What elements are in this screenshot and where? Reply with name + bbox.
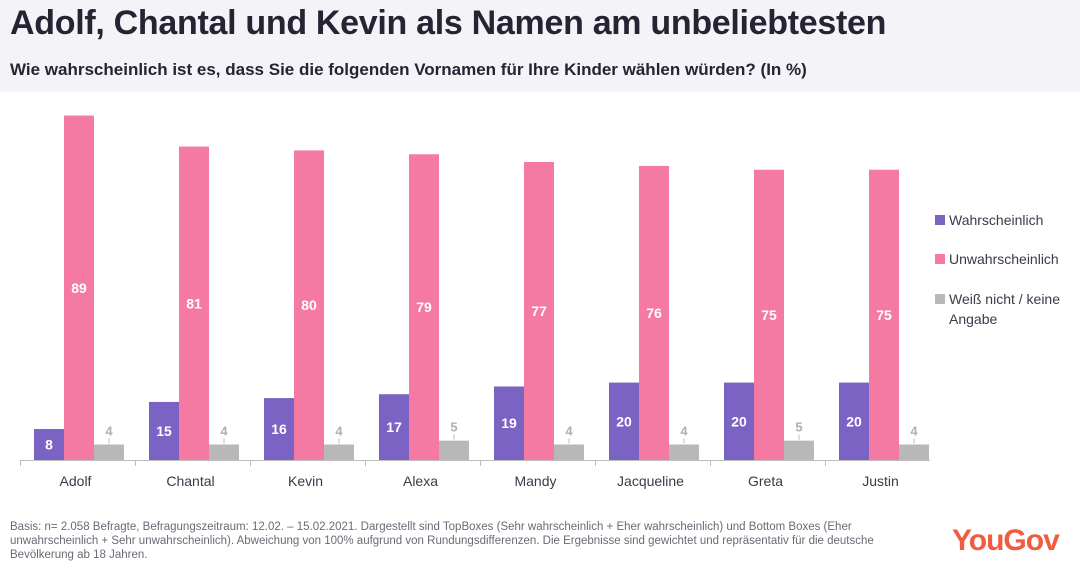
- data-label-weiss-nicht: 4: [910, 424, 918, 439]
- data-label-weiss-nicht: 5: [795, 420, 802, 435]
- legend-label: Wahrscheinlich: [949, 212, 1044, 228]
- data-label-unwahrscheinlich: 79: [416, 299, 432, 315]
- data-label-wahrscheinlich: 20: [731, 413, 747, 429]
- data-label-wahrscheinlich: 20: [846, 413, 862, 429]
- bar-wahrscheinlich-chantal: [149, 401, 179, 460]
- bar-wahrscheinlich-kevin: [264, 398, 294, 460]
- x-tick-label-jacqueline: Jacqueline: [617, 473, 684, 489]
- bar-wahrscheinlich-mandy: [494, 386, 524, 460]
- data-label-unwahrscheinlich: 76: [646, 305, 662, 321]
- bar-unwahrscheinlich-alexa: [409, 154, 439, 460]
- chart-title: Adolf, Chantal und Kevin als Namen am un…: [10, 4, 887, 42]
- bar-wahrscheinlich-greta: [724, 382, 754, 460]
- data-label-weiss-nicht: 4: [105, 424, 113, 439]
- bar-wei-nicht-keine-angabe-kevin: [324, 444, 354, 460]
- legend-swatch-wahrscheinlich: [935, 215, 945, 225]
- x-tick-label-greta: Greta: [748, 473, 783, 489]
- bar-unwahrscheinlich-mandy: [524, 162, 554, 460]
- data-label-unwahrscheinlich: 75: [761, 307, 777, 323]
- bar-unwahrscheinlich-justin: [869, 169, 899, 460]
- bar-wahrscheinlich-jacqueline: [609, 382, 639, 460]
- data-label-wahrscheinlich: 20: [616, 413, 632, 429]
- x-tick-label-mandy: Mandy: [514, 473, 556, 489]
- data-label-weiss-nicht: 5: [450, 420, 457, 435]
- chart-subtitle: Wie wahrscheinlich ist es, dass Sie die …: [10, 60, 807, 79]
- data-label-wahrscheinlich: 16: [271, 421, 287, 437]
- data-label-wahrscheinlich: 8: [45, 437, 53, 453]
- bar-unwahrscheinlich-kevin: [294, 150, 324, 460]
- data-label-wahrscheinlich: 17: [386, 419, 402, 435]
- data-label-weiss-nicht: 4: [335, 424, 343, 439]
- data-label-unwahrscheinlich: 75: [876, 307, 892, 323]
- data-label-unwahrscheinlich: 80: [301, 297, 317, 313]
- legend-swatch-weiss-nicht: [935, 294, 945, 304]
- x-tick-label-alexa: Alexa: [403, 473, 438, 489]
- data-label-unwahrscheinlich: 89: [71, 280, 87, 296]
- bar-wei-nicht-keine-angabe-justin: [899, 444, 929, 460]
- data-label-weiss-nicht: 4: [220, 424, 228, 439]
- x-tick-label-kevin: Kevin: [288, 473, 323, 489]
- bar-unwahrscheinlich-greta: [754, 169, 784, 460]
- legend-swatch-unwahrscheinlich: [935, 254, 945, 264]
- data-label-unwahrscheinlich: 81: [186, 295, 202, 311]
- bar-wei-nicht-keine-angabe-alexa: [439, 440, 469, 460]
- bar-wei-nicht-keine-angabe-adolf: [94, 444, 124, 460]
- bar-wahrscheinlich-adolf: [34, 429, 64, 460]
- data-label-weiss-nicht: 4: [565, 424, 573, 439]
- bar-chart: Adolf 8 89 4 Chantal 15 81 4 Kevin 16 80 4 Alexa 17 79…: [20, 115, 930, 489]
- bar-wei-nicht-keine-angabe-greta: [784, 440, 814, 460]
- data-label-wahrscheinlich: 15: [156, 423, 172, 439]
- bar-wei-nicht-keine-angabe-chantal: [209, 444, 239, 460]
- legend-label: Weiß nicht / keine Angabe: [949, 291, 1061, 327]
- bar-wahrscheinlich-alexa: [379, 394, 409, 460]
- yougov-logo: YouGov: [952, 524, 1060, 557]
- footnote: Basis: n= 2.058 Befragte, Befragungszeit…: [10, 521, 874, 561]
- data-label-unwahrscheinlich: 77: [531, 303, 547, 319]
- data-label-wahrscheinlich: 19: [501, 415, 517, 431]
- bar-unwahrscheinlich-chantal: [179, 146, 209, 460]
- bar-wei-nicht-keine-angabe-jacqueline: [669, 444, 699, 460]
- x-tick-label-adolf: Adolf: [60, 473, 92, 489]
- data-label-weiss-nicht: 4: [680, 424, 688, 439]
- bar-wahrscheinlich-justin: [839, 382, 869, 460]
- x-tick-label-justin: Justin: [862, 473, 899, 489]
- bar-unwahrscheinlich-jacqueline: [639, 165, 669, 460]
- legend-label: Unwahrscheinlich: [949, 251, 1059, 267]
- bar-wei-nicht-keine-angabe-mandy: [554, 444, 584, 460]
- x-tick-label-chantal: Chantal: [166, 473, 214, 489]
- header-band: Adolf, Chantal und Kevin als Namen am un…: [0, 0, 1080, 92]
- bar-unwahrscheinlich-adolf: [64, 115, 94, 460]
